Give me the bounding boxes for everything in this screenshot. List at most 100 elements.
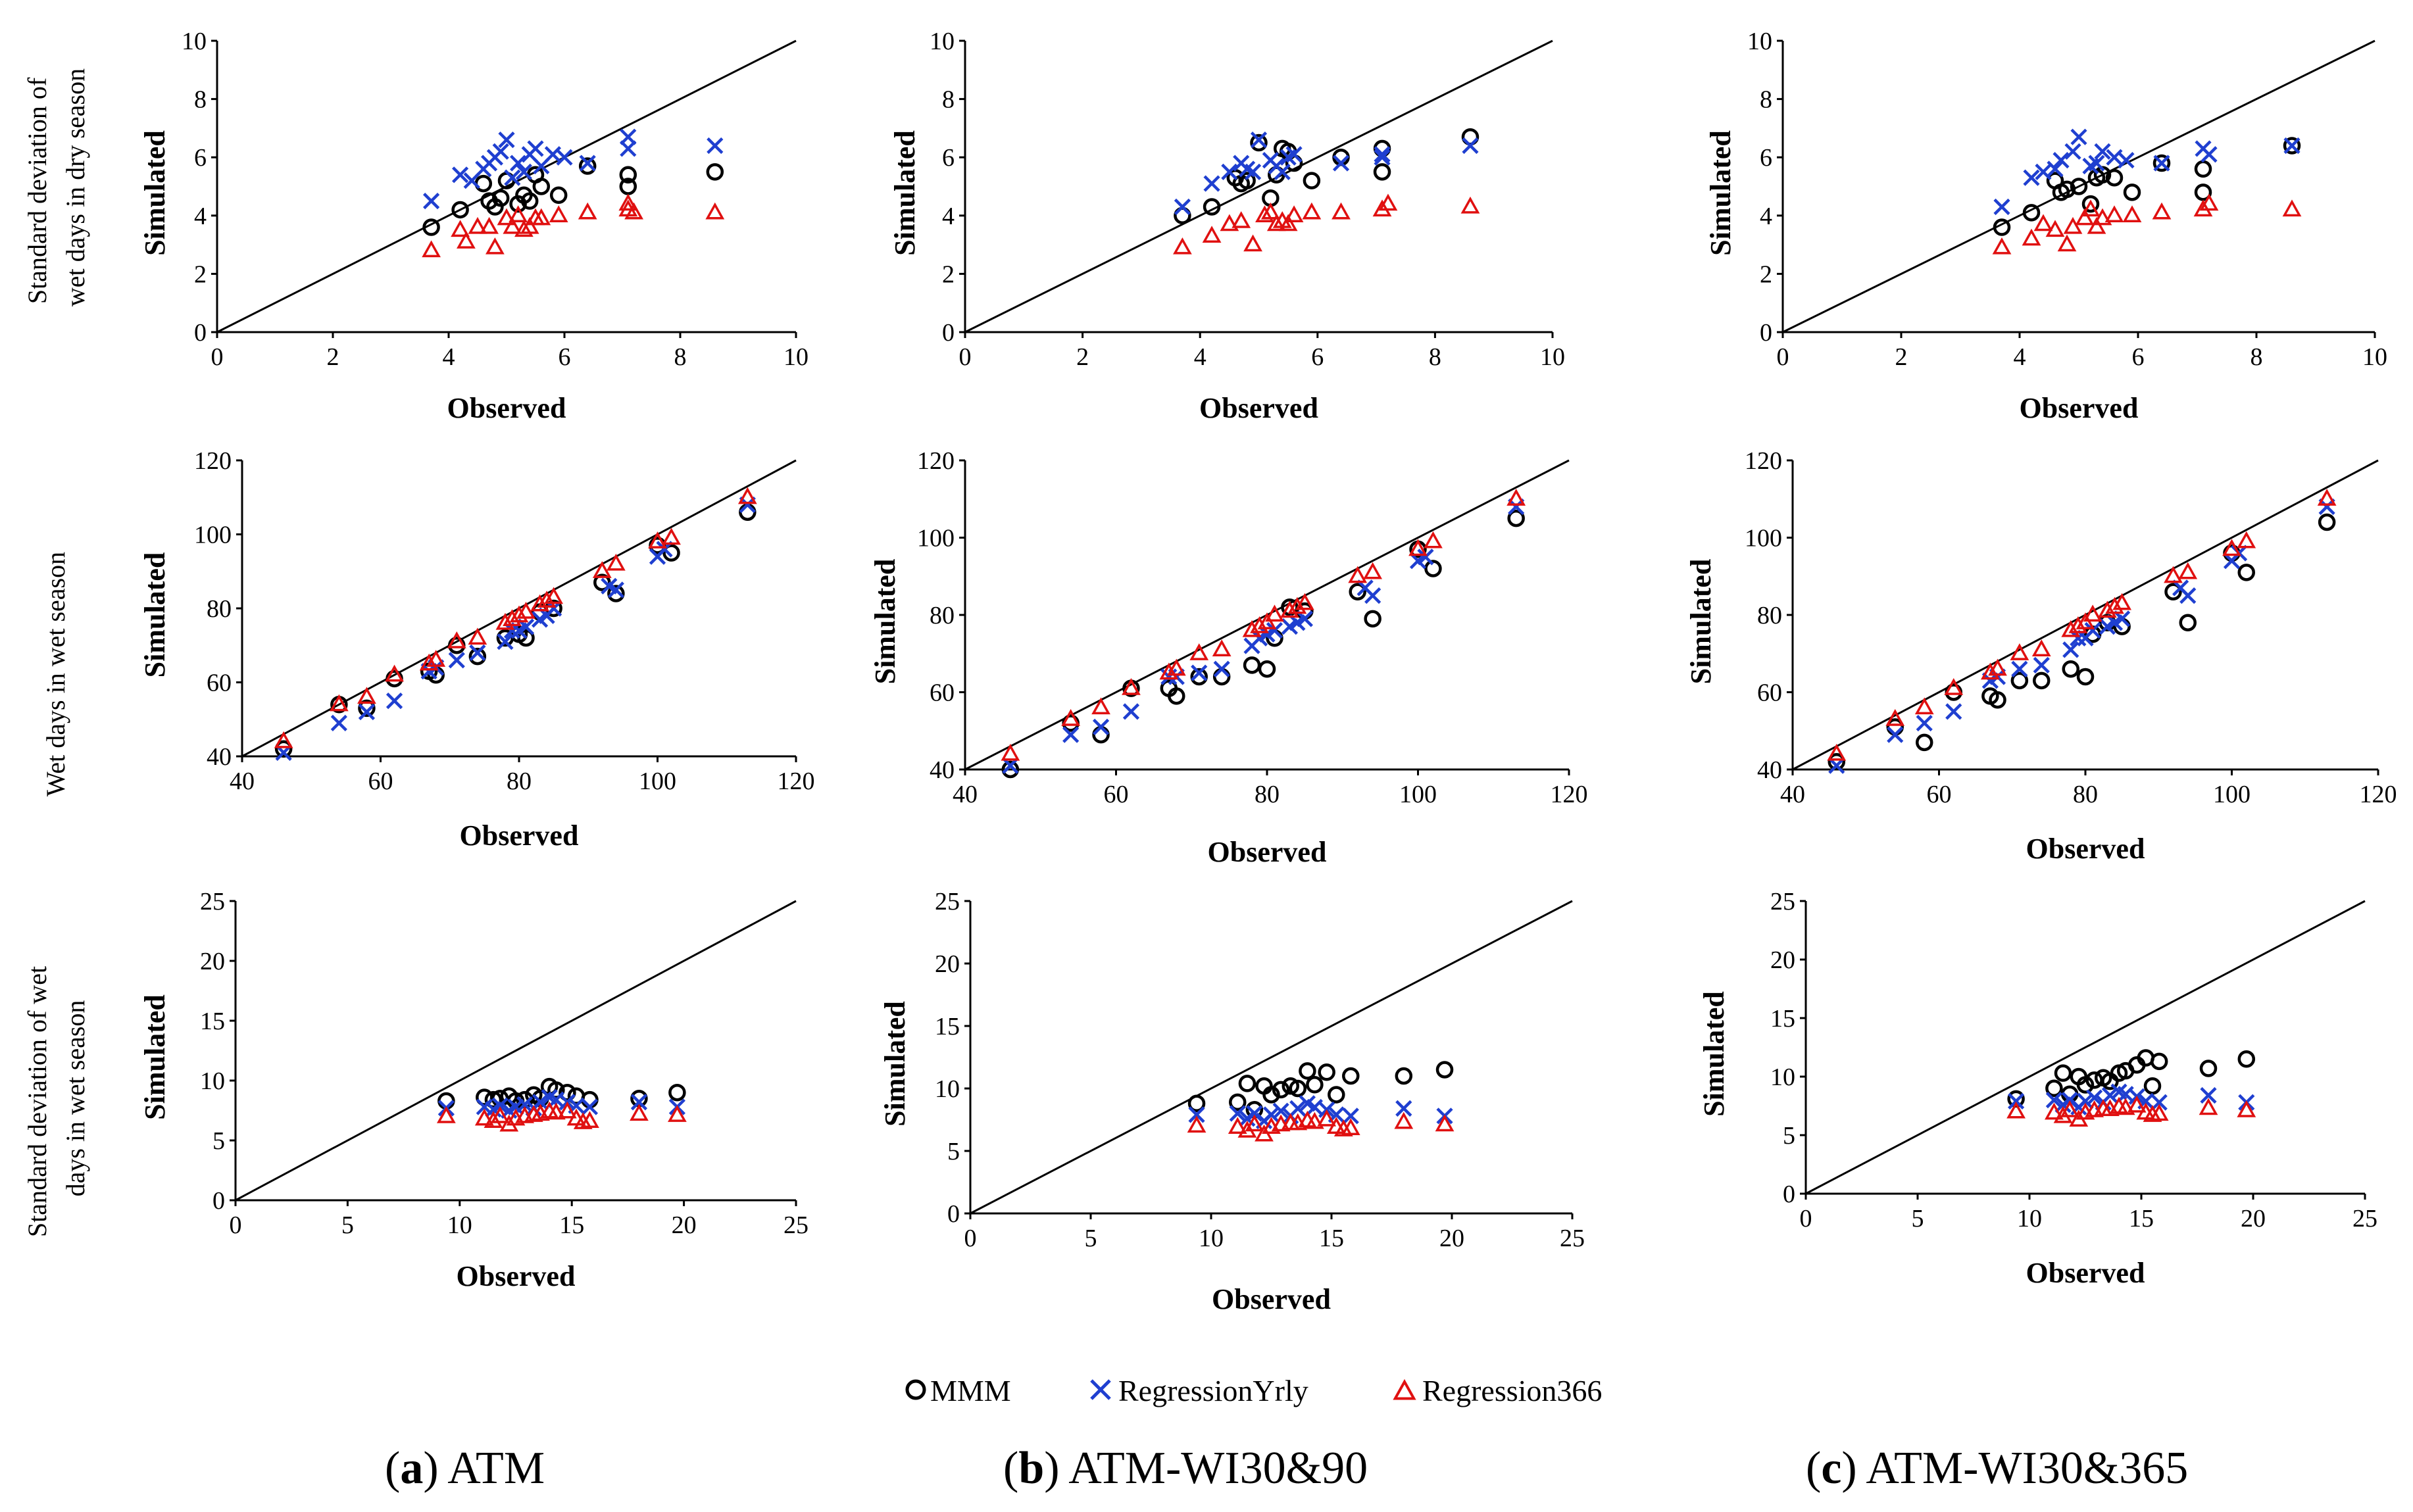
point-regression-yrly bbox=[1213, 660, 1230, 677]
point-regression366 bbox=[503, 609, 522, 627]
point-regression-yrly bbox=[1229, 1105, 1246, 1122]
point-mmm bbox=[422, 218, 440, 236]
point-mmm bbox=[2054, 1064, 2072, 1082]
point-mmm bbox=[358, 699, 376, 718]
y-tick-label: 80 bbox=[207, 595, 232, 623]
row-label-1: Wet days in wet season bbox=[41, 552, 70, 796]
y-tick-label: 2 bbox=[194, 260, 207, 288]
y-tick-label: 15 bbox=[200, 1008, 225, 1035]
point-mmm bbox=[2058, 180, 2076, 199]
y-axis-title: Simulated bbox=[1698, 991, 1730, 1117]
x-tick-label: 5 bbox=[1085, 1225, 1097, 1252]
point-mmm bbox=[1238, 1075, 1256, 1092]
point-regression366 bbox=[2282, 199, 2302, 217]
point-regression366 bbox=[419, 653, 439, 671]
scatter-panel-r0c1: 0 2 4 6 8 10 0 2 4 6 8 10 Observed Simulated bbox=[889, 28, 1565, 424]
x-tick-label: 10 bbox=[447, 1211, 472, 1239]
point-mmm bbox=[1272, 1081, 1290, 1099]
point-regression-yrly bbox=[516, 1096, 534, 1113]
point-regression366 bbox=[648, 531, 667, 549]
point-regression366 bbox=[457, 232, 476, 249]
legend-yrly-cross bbox=[1090, 1379, 1111, 1400]
point-regression-yrly bbox=[1188, 1106, 1205, 1123]
point-regression366 bbox=[2093, 208, 2112, 226]
point-regression366 bbox=[1284, 205, 1304, 222]
point-regression366 bbox=[573, 1112, 593, 1129]
y-axis-title: Simulated bbox=[869, 559, 901, 685]
point-regression-yrly bbox=[1246, 1105, 1263, 1122]
y-tick-label: 120 bbox=[194, 447, 232, 475]
point-mmm bbox=[668, 1083, 686, 1102]
point-regression-yrly bbox=[527, 140, 544, 157]
y-tick-label: 40 bbox=[930, 756, 955, 784]
point-regression-yrly bbox=[1993, 198, 2010, 216]
y-tick-label: 2 bbox=[942, 260, 955, 288]
y-tick-label: 5 bbox=[947, 1138, 960, 1165]
point-regression366 bbox=[1988, 658, 2007, 676]
point-regression-yrly bbox=[1191, 664, 1208, 681]
point-regression366 bbox=[1317, 1109, 1337, 1127]
point-mmm bbox=[1289, 1079, 1307, 1098]
y-tick-label: 4 bbox=[194, 203, 207, 230]
point-regression-yrly bbox=[448, 652, 465, 669]
point-regression366 bbox=[737, 487, 757, 504]
point-regression-yrly bbox=[581, 1098, 599, 1115]
point-mmm bbox=[1262, 1086, 1280, 1104]
point-mmm bbox=[2237, 1050, 2256, 1068]
point-mmm bbox=[1299, 1062, 1316, 1080]
y-tick-label: 8 bbox=[1760, 86, 1772, 114]
x-axis-title: Observed bbox=[457, 1260, 576, 1292]
point-regression-yrly bbox=[452, 166, 469, 183]
y-tick-label: 25 bbox=[200, 888, 225, 915]
point-regression-yrly bbox=[1221, 163, 1238, 180]
y-tick-label: 10 bbox=[935, 1075, 960, 1103]
point-regression366 bbox=[1212, 639, 1231, 657]
point-regression-yrly bbox=[2023, 169, 2040, 186]
point-regression-yrly bbox=[1306, 1098, 1323, 1116]
scatter-panel-r2c0: 0 5 10 15 20 25 0 5 10 15 20 25 Observed Simulated bbox=[139, 888, 808, 1292]
scatter-panel-r2c2: 0 5 10 15 20 25 0 5 10 15 20 25 Observed Simulated bbox=[1698, 888, 2377, 1289]
y-axis-title: Simulated bbox=[1685, 559, 1717, 685]
point-regression-yrly bbox=[1062, 726, 1080, 743]
y-tick-label: 20 bbox=[935, 950, 960, 978]
legend-yrly-marker bbox=[1090, 1379, 1111, 1400]
point-regression-yrly bbox=[1002, 757, 1019, 774]
point-regression-yrly bbox=[1250, 132, 1268, 149]
x-tick-label: 15 bbox=[559, 1211, 584, 1239]
point-regression366 bbox=[1242, 620, 1262, 637]
point-regression-yrly bbox=[1092, 718, 1110, 735]
point-mmm bbox=[1395, 1067, 1413, 1085]
point-regression366 bbox=[2010, 643, 2029, 660]
point-mmm bbox=[474, 174, 493, 193]
y-axis-title: Simulated bbox=[139, 552, 171, 678]
point-mmm bbox=[578, 157, 597, 175]
point-regression366 bbox=[1305, 1111, 1324, 1129]
point-regression-yrly bbox=[2084, 622, 2101, 639]
point-regression366 bbox=[662, 527, 681, 545]
scatter-panel-r1c2: 40 60 80 100 120 40 60 80 100 120 Observed Simulate… bbox=[1685, 447, 2397, 865]
point-regression366 bbox=[1435, 1114, 1455, 1132]
point-mmm bbox=[491, 189, 510, 207]
point-regression366 bbox=[2149, 1104, 2169, 1121]
point-regression366 bbox=[495, 612, 515, 630]
point-regression366 bbox=[2105, 597, 2124, 614]
x-tick-label: 0 bbox=[959, 343, 972, 371]
point-regression-yrly bbox=[1285, 146, 1303, 163]
point-mmm bbox=[2179, 614, 2197, 631]
point-mmm bbox=[662, 544, 680, 562]
point-regression366 bbox=[580, 1111, 599, 1129]
legend-yrly-label: RegressionYrly bbox=[1118, 1374, 1308, 1407]
point-regression366 bbox=[509, 205, 528, 222]
y-tick-label: 10 bbox=[930, 28, 955, 55]
point-regression366 bbox=[1278, 214, 1298, 232]
point-regression366 bbox=[1250, 616, 1269, 633]
point-regression366 bbox=[532, 208, 551, 226]
point-mmm bbox=[706, 163, 724, 181]
point-regression366 bbox=[2127, 1095, 2147, 1113]
point-regression-yrly bbox=[1332, 155, 1350, 172]
point-regression-yrly bbox=[2106, 149, 2123, 166]
x-tick-label: 20 bbox=[672, 1211, 697, 1239]
x-axis-title: Observed bbox=[2026, 1257, 2145, 1289]
point-regression366 bbox=[537, 591, 557, 608]
point-regression366 bbox=[1348, 566, 1368, 583]
